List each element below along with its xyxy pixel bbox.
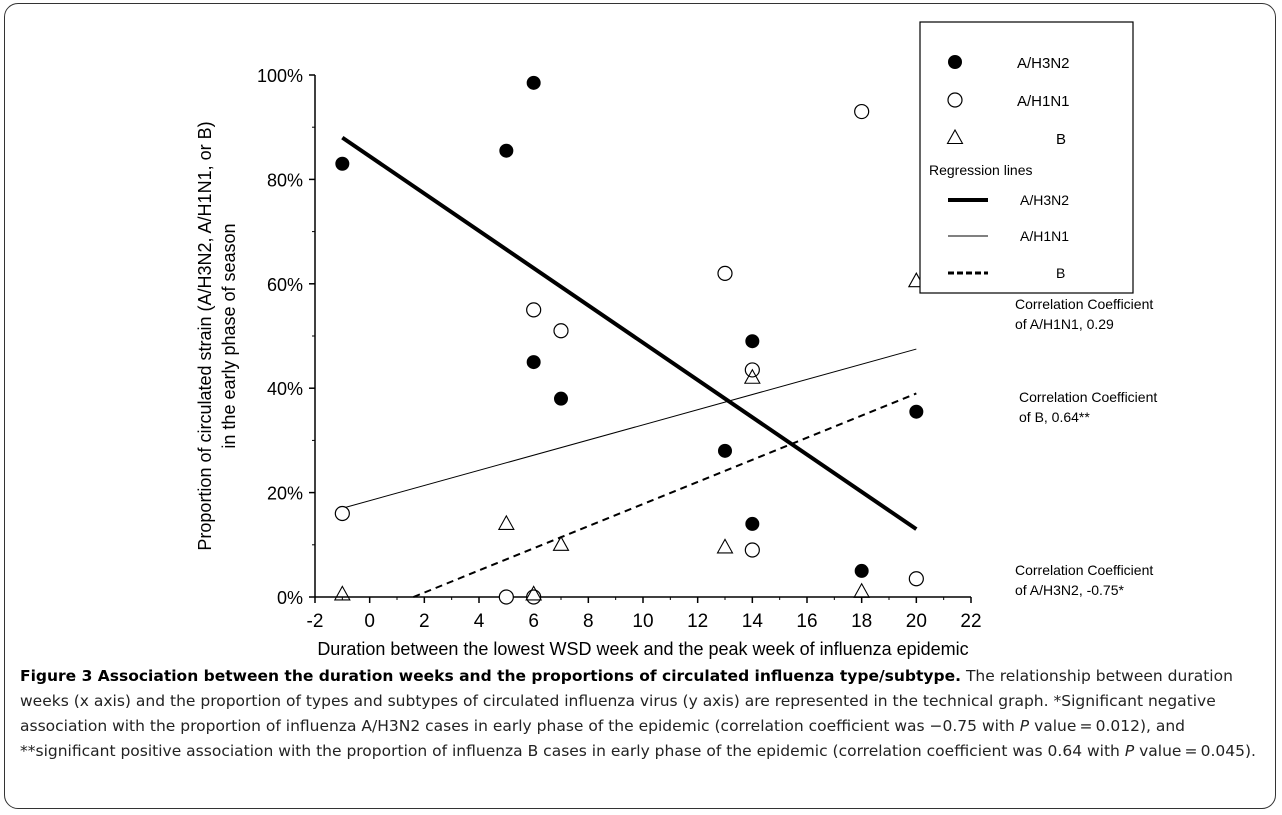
annotation-line-2: of A/H3N2, -0.75* — [1015, 582, 1125, 598]
legend-label: A/H1N1 — [1017, 93, 1070, 110]
point-b — [552, 535, 570, 551]
point-b — [525, 585, 543, 601]
legend-label: A/H1N1 — [1020, 228, 1069, 244]
annotation-line-1: Correlation Coefficient — [1019, 389, 1157, 405]
point-a-h1n1 — [498, 589, 514, 605]
legend-title: Regression lines — [929, 162, 1033, 178]
point-a-h3n2 — [745, 334, 760, 349]
annotations: Correlation Coefficient of A/H1N1, 0.29 Co… — [1015, 296, 1157, 598]
caption-title: Figure 3 Association between the duratio… — [20, 667, 962, 685]
point-a-h1n1 — [526, 589, 542, 605]
x-tick-label: 18 — [851, 611, 872, 632]
point-a-h3n2 — [526, 75, 541, 90]
annotation-line-2: of A/H1N1, 0.29 — [1015, 316, 1114, 332]
legend-label: A/H3N2 — [1017, 55, 1070, 72]
point-b — [853, 582, 871, 598]
regression-lines — [341, 135, 918, 598]
x-tick-label: 2 — [419, 611, 430, 632]
x-tick-label: 14 — [742, 611, 764, 632]
caption-text-1: The relationship between duration weeks … — [20, 667, 1233, 735]
point-a-h1n1 — [334, 505, 350, 522]
annotation-line-2: of B, 0.64** — [1019, 409, 1090, 425]
figure-frame — [4, 3, 1276, 809]
caption-text-2: value = 0.012), and **significant positi… — [20, 717, 1186, 760]
x-tick-label: 10 — [632, 611, 653, 632]
x-tick-label: 12 — [687, 611, 708, 632]
point-a-h3n2 — [526, 355, 541, 370]
y-tick-label: 100% — [257, 66, 303, 86]
point-a-h3n2 — [854, 563, 869, 578]
y-tick-label: 20% — [267, 484, 303, 504]
x-tick-label: 0 — [364, 611, 375, 632]
caption-p-2: P — [1124, 742, 1135, 760]
point-a-h1n1 — [908, 571, 924, 587]
legend-marker — [946, 128, 964, 145]
x-tick-label: 4 — [474, 611, 485, 632]
caption-text-3: value = 0.045). — [1134, 742, 1256, 760]
point-a-h1n1 — [744, 542, 760, 558]
point-a-h3n2 — [335, 156, 350, 171]
legend-label: B — [1056, 265, 1065, 281]
point-b — [497, 514, 515, 530]
data-points — [333, 75, 925, 605]
y-tick-label: 0% — [277, 588, 303, 608]
annotation-line-1: Correlation Coefficient — [1015, 562, 1153, 578]
point-a-h1n1 — [553, 323, 569, 339]
x-tick-label: 6 — [528, 611, 539, 632]
x-tick-label: 22 — [960, 611, 981, 632]
regression-line-a-h1n1 — [342, 348, 917, 509]
point-a-h3n2 — [718, 443, 732, 458]
caption-p-1: P — [1019, 717, 1030, 735]
chart-axes: -2 0 2 4 6 8 10 12 14 16 18 20 22 0% 20% 40% 60% 80% 100% D… — [195, 66, 982, 659]
x-axis-label: Duration between the lowest WSD week and… — [317, 639, 968, 659]
x-tick-label: 8 — [583, 611, 594, 632]
y-axis-label-line-1: Proportion of circulated strain (A/H3N2,… — [195, 121, 215, 550]
legend: A/H3N2 A/H1N1 B Regression lines A/H3N2 A/H1N… — [919, 21, 1134, 294]
y-axis-label-line-2: in the early phase of season — [219, 223, 239, 448]
legend-marker — [948, 55, 962, 69]
point-a-h3n2 — [554, 391, 568, 406]
y-tick-label: 60% — [267, 275, 303, 295]
x-tick-label: 20 — [906, 611, 927, 632]
annotation-line-1: Correlation Coefficient — [1015, 296, 1153, 312]
scatter-chart: -2 0 2 4 6 8 10 12 14 16 18 20 22 0% 20% 40% 60% 80% 100% D… — [195, 21, 1157, 659]
point-a-h1n1 — [717, 265, 733, 281]
point-a-h3n2 — [499, 143, 514, 158]
x-tick-label: -2 — [307, 611, 324, 632]
point-b — [743, 368, 761, 384]
point-b — [716, 538, 734, 554]
x-tick-label: 16 — [796, 611, 817, 632]
point-a-h1n1 — [854, 103, 870, 120]
y-tick-label: 80% — [267, 170, 303, 190]
point-a-h3n2 — [745, 516, 760, 531]
regression-line-b — [413, 392, 917, 598]
legend-label: A/H3N2 — [1020, 192, 1069, 208]
legend-marker — [947, 92, 963, 108]
legend-label: B — [1056, 131, 1066, 148]
point-b — [333, 585, 351, 601]
regression-line-a-h3n2 — [341, 135, 918, 531]
y-tick-label: 40% — [267, 379, 303, 399]
figure-caption: Figure 3 Association between the duratio… — [20, 664, 1260, 764]
point-a-h1n1 — [526, 302, 542, 318]
point-a-h3n2 — [909, 404, 924, 419]
